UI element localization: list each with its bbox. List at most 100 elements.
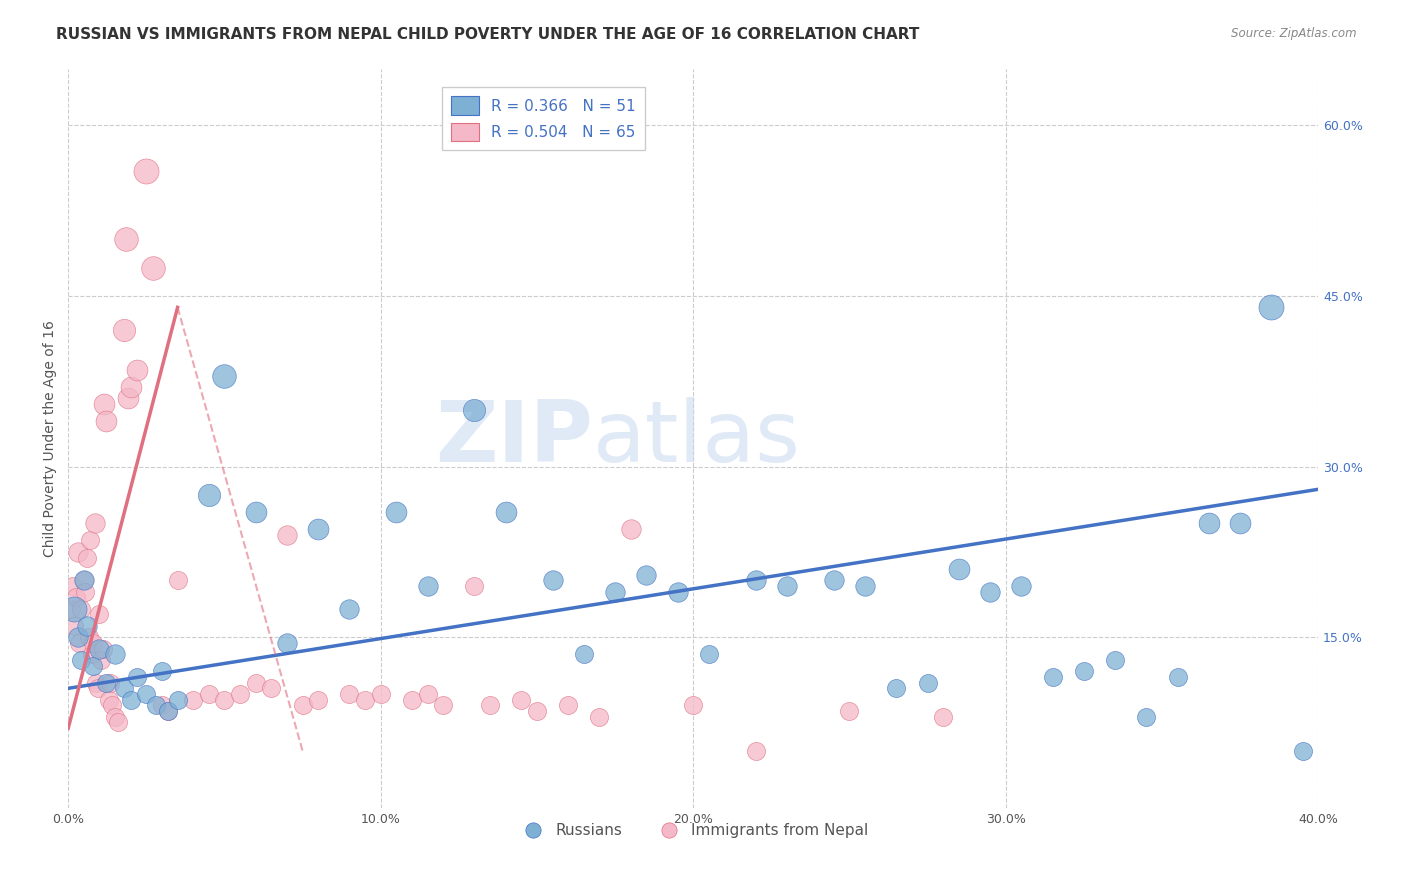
Point <box>932 710 955 724</box>
Point <box>479 698 502 713</box>
Point <box>125 363 148 377</box>
Point <box>1010 579 1032 593</box>
Point <box>1198 516 1220 531</box>
Point <box>1104 653 1126 667</box>
Point <box>63 601 86 615</box>
Point <box>89 641 111 656</box>
Point <box>948 562 970 576</box>
Point <box>198 687 221 701</box>
Point <box>557 698 579 713</box>
Point <box>339 687 361 701</box>
Point <box>125 670 148 684</box>
Point <box>181 692 204 706</box>
Point <box>83 516 105 531</box>
Point <box>603 584 626 599</box>
Point <box>166 692 188 706</box>
Text: atlas: atlas <box>593 397 801 480</box>
Point <box>91 641 114 656</box>
Point <box>115 232 138 246</box>
Point <box>884 681 907 696</box>
Point <box>60 601 83 615</box>
Point <box>229 687 252 701</box>
Point <box>93 397 115 411</box>
Point <box>104 647 127 661</box>
Point <box>620 522 643 536</box>
Point <box>166 574 188 588</box>
Y-axis label: Child Poverty Under the Age of 16: Child Poverty Under the Age of 16 <box>44 319 58 557</box>
Point <box>463 579 485 593</box>
Point <box>1135 710 1157 724</box>
Point <box>73 574 96 588</box>
Point <box>495 505 517 519</box>
Point <box>354 692 377 706</box>
Point <box>198 488 221 502</box>
Point <box>69 653 91 667</box>
Point <box>73 574 96 588</box>
Point <box>86 675 108 690</box>
Point <box>101 698 124 713</box>
Point <box>1073 665 1095 679</box>
Text: RUSSIAN VS IMMIGRANTS FROM NEPAL CHILD POVERTY UNDER THE AGE OF 16 CORRELATION C: RUSSIAN VS IMMIGRANTS FROM NEPAL CHILD P… <box>56 27 920 42</box>
Point <box>66 630 89 644</box>
Point <box>79 533 101 548</box>
Point <box>979 584 1001 599</box>
Point <box>636 567 658 582</box>
Point <box>135 687 157 701</box>
Point <box>87 681 110 696</box>
Point <box>150 665 173 679</box>
Point <box>135 164 157 178</box>
Point <box>76 619 98 633</box>
Point <box>416 579 439 593</box>
Point <box>260 681 283 696</box>
Point <box>90 653 112 667</box>
Point <box>838 704 860 718</box>
Point <box>1167 670 1189 684</box>
Point <box>214 368 236 383</box>
Point <box>291 698 314 713</box>
Point <box>1042 670 1064 684</box>
Point <box>744 574 766 588</box>
Point <box>510 692 533 706</box>
Point <box>697 647 720 661</box>
Point <box>114 323 136 337</box>
Point <box>107 715 129 730</box>
Point <box>853 579 876 593</box>
Point <box>214 692 236 706</box>
Point <box>370 687 392 701</box>
Point <box>62 579 84 593</box>
Point <box>432 698 454 713</box>
Point <box>245 675 267 690</box>
Point <box>82 636 104 650</box>
Point <box>150 698 173 713</box>
Point <box>588 710 610 724</box>
Point <box>541 574 564 588</box>
Point <box>307 522 329 536</box>
Point <box>94 414 117 428</box>
Point <box>666 584 689 599</box>
Point <box>69 601 91 615</box>
Point <box>142 260 165 275</box>
Point <box>67 636 90 650</box>
Legend: Russians, Immigrants from Nepal: Russians, Immigrants from Nepal <box>512 817 875 845</box>
Point <box>66 545 89 559</box>
Point <box>307 692 329 706</box>
Point <box>385 505 408 519</box>
Point <box>526 704 548 718</box>
Point <box>682 698 704 713</box>
Point <box>76 550 98 565</box>
Point <box>145 698 167 713</box>
Point <box>1260 301 1282 315</box>
Point <box>82 658 104 673</box>
Point <box>114 681 136 696</box>
Point <box>65 591 87 605</box>
Point <box>276 636 298 650</box>
Point <box>1229 516 1251 531</box>
Point <box>120 692 142 706</box>
Text: Source: ZipAtlas.com: Source: ZipAtlas.com <box>1232 27 1357 40</box>
Point <box>80 647 103 661</box>
Point <box>120 380 142 394</box>
Point <box>339 601 361 615</box>
Point <box>744 744 766 758</box>
Point <box>77 630 100 644</box>
Point <box>245 505 267 519</box>
